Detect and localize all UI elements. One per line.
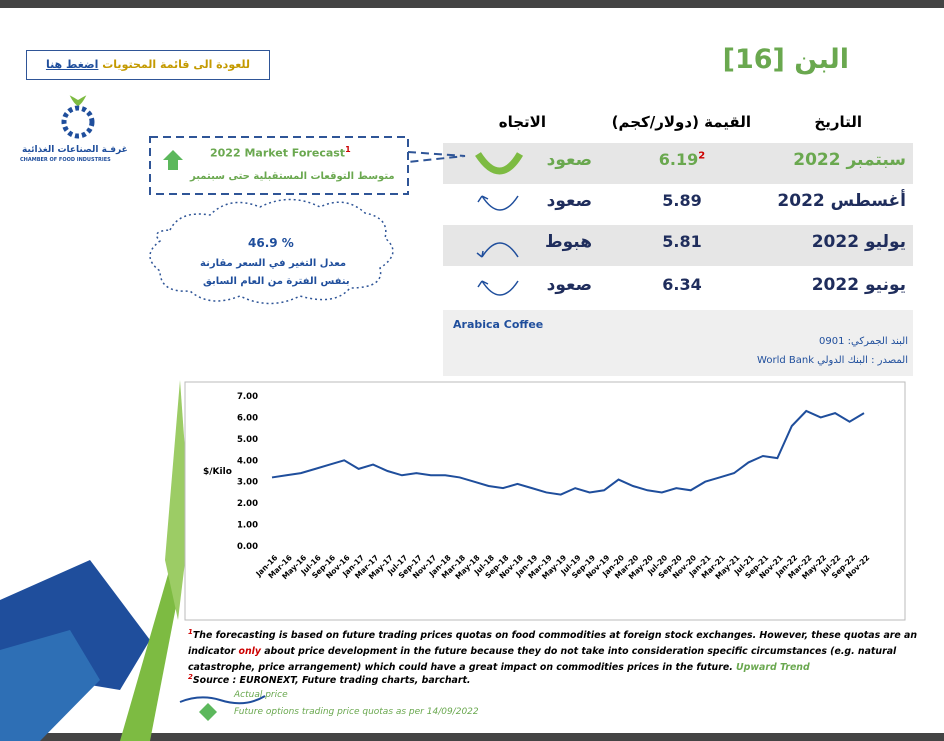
footnote-text: The forecasting is based on future tradi… [188,630,918,658]
y-tick-label: 4.00 [237,456,258,466]
title: البن [16] [722,44,849,75]
trend-cell: صعود [546,150,592,170]
forecast-pointer [407,151,466,163]
source-text: Source : EURONEXT, Future trading charts… [192,675,471,687]
footnote-marker: 1 [188,628,193,636]
customs: البند الجمركي: 0901 [819,336,908,347]
forecast-title-text: 2022 Market Forecast [210,146,346,160]
up-arrow-icon [163,150,183,170]
y-tick-label: 7.00 [237,392,258,402]
table-header: القيمة (دولار/كجم) [611,113,751,131]
y-axis-label: $/Kilo [203,467,232,477]
forecast-box [149,136,409,195]
footnote-marker: 2 [698,150,706,162]
footnote-emphasis: only [238,646,261,658]
cloud [149,198,394,305]
trend-cell: هبوط [544,232,592,252]
bottom-bar [0,733,944,741]
y-tick-label: 0.00 [237,542,258,552]
back-link-box[interactable]: للعودة الى قائمة المحتويات اضغط هنا [26,50,270,80]
logo-shape [165,380,190,620]
logo-shape [0,630,100,741]
footnote: 1The forecasting is based on future trad… [188,624,933,676]
trend-cell: صعود [546,275,592,295]
y-tick-label: 6.00 [237,413,258,423]
info-bg [443,310,913,376]
date-cell: يوليو 2022 [811,232,906,252]
row-bg [443,225,913,266]
table-header: التاريخ [814,113,862,131]
legend-future: Future options trading price quotas as p… [234,707,479,717]
logo-gear [61,105,95,139]
value-cell: 6.192 [658,150,706,169]
top-bar [0,0,944,8]
source-note: 2Source : EURONEXT, Future trading chart… [188,673,471,686]
trend-icon [477,280,519,296]
back-link-text: للعودة الى قائمة المحتويات [102,58,251,71]
date-cell: سبتمبر 2022 [793,150,906,170]
back-link-action[interactable]: اضغط هنا [45,58,99,71]
logo-leaf [69,95,87,106]
change-text: معدل التغير في السعر مقارنة [200,258,347,269]
logo-arabic: غرفـة الصناعات الغذائية [22,145,128,155]
value-cell: 6.34 [662,275,702,294]
forecast-title: 2022 Market Forecast1 [210,145,351,160]
footnote-trend: Upward Trend [736,662,810,674]
trend-icon [475,152,524,175]
value-cell: 5.89 [662,191,702,210]
date-cell: يونيو 2022 [811,275,906,295]
y-tick-label: 5.00 [237,435,258,445]
y-tick-label: 2.00 [237,499,258,509]
footnote-marker: 1 [345,145,351,154]
value-cell: 5.81 [662,232,702,251]
product: Arabica Coffee [453,318,544,331]
change-value: 46.9 % [248,236,294,250]
y-tick-label: 3.00 [237,478,258,488]
y-tick-label: 1.00 [237,521,258,531]
line-chart: $/Kilo0.001.002.003.004.005.006.007.00Ja… [203,392,871,581]
logo-shape [120,550,185,741]
trend-icon [476,242,519,258]
trend-icon [477,195,519,211]
forecast-text: متوسط التوقعات المستقبلية حتى سبتمبر [190,171,395,182]
price-line [271,409,865,496]
date-cell: أغسطس 2022 [777,191,906,211]
legend-diamond [199,703,217,721]
legend-actual: Actual price [234,690,288,700]
footnote-text: about price development in the future be… [188,646,897,674]
logo-english: CHAMBER OF FOOD INDUSTRIES [20,157,111,163]
footnote-marker: 2 [188,673,193,681]
legend-line [179,695,266,705]
source: المصدر : البنك الدولي World Bank [757,355,908,366]
table-header: الاتجاه [498,113,546,131]
row-bg [443,143,913,184]
change-text: بنفس الفترة من العام السابق [203,276,350,287]
trend-cell: صعود [546,191,592,211]
chart-frame [184,381,906,621]
